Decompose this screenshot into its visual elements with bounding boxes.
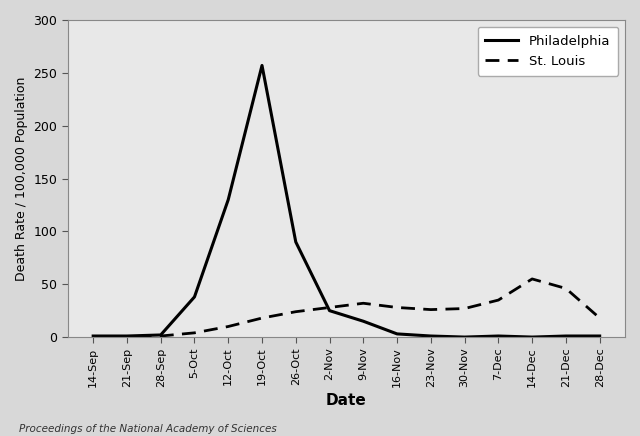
St. Louis: [292, 309, 300, 314]
Philadelphia: [292, 239, 300, 245]
St. Louis: [90, 334, 97, 340]
St. Louis: [427, 307, 435, 312]
Philadelphia: [157, 332, 164, 337]
St. Louis: [123, 334, 131, 340]
Y-axis label: Death Rate / 100,000 Population: Death Rate / 100,000 Population: [15, 76, 28, 281]
Philadelphia: [123, 334, 131, 339]
Philadelphia: [461, 334, 468, 340]
St. Louis: [562, 286, 570, 291]
Philadelphia: [90, 334, 97, 339]
St. Louis: [360, 301, 367, 306]
St. Louis: [191, 330, 198, 335]
St. Louis: [528, 276, 536, 282]
St. Louis: [596, 315, 604, 320]
Philadelphia: [596, 334, 604, 339]
Philadelphia: [528, 334, 536, 340]
Legend: Philadelphia, St. Louis: Philadelphia, St. Louis: [477, 27, 618, 76]
Philadelphia: [562, 334, 570, 339]
Philadelphia: [427, 334, 435, 339]
Philadelphia: [326, 308, 333, 313]
Philadelphia: [258, 63, 266, 68]
St. Louis: [258, 315, 266, 320]
Philadelphia: [360, 319, 367, 324]
Text: Proceedings of the National Academy of Sciences: Proceedings of the National Academy of S…: [19, 424, 277, 434]
Philadelphia: [225, 197, 232, 202]
Philadelphia: [191, 294, 198, 300]
St. Louis: [225, 324, 232, 329]
Philadelphia: [495, 334, 502, 339]
Philadelphia: [393, 331, 401, 337]
St. Louis: [326, 305, 333, 310]
X-axis label: Date: Date: [326, 393, 367, 408]
St. Louis: [393, 305, 401, 310]
St. Louis: [157, 334, 164, 339]
St. Louis: [495, 297, 502, 303]
St. Louis: [461, 306, 468, 311]
Line: Philadelphia: Philadelphia: [93, 65, 600, 337]
Line: St. Louis: St. Louis: [93, 279, 600, 337]
